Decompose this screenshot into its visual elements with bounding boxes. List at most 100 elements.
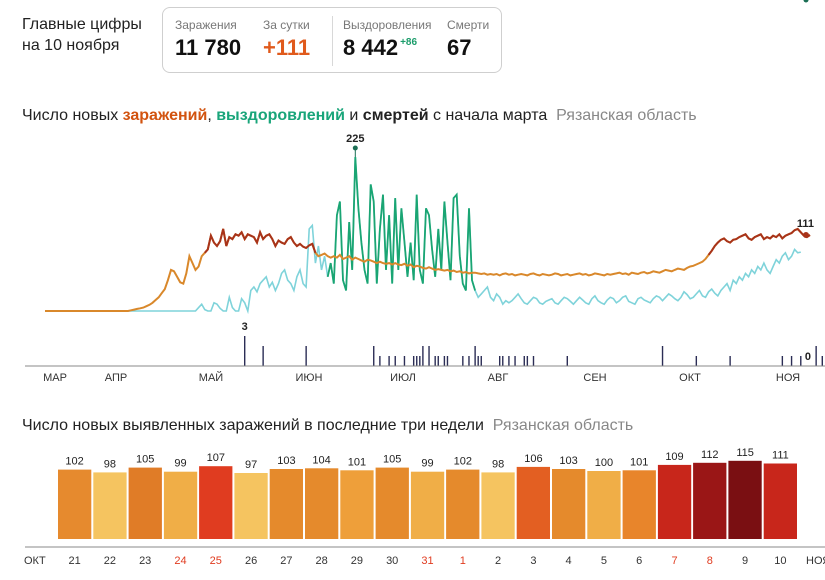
chart1-region: Рязанская область — [556, 107, 697, 124]
bar-value-label: 102 — [454, 456, 472, 468]
day-tick-label: 2 — [495, 555, 501, 567]
bar — [305, 468, 339, 539]
last-infections-dot — [803, 232, 809, 239]
bar — [199, 466, 233, 539]
month-left-label: ОКТ — [24, 555, 46, 567]
bar-value-label: 98 — [492, 458, 504, 470]
last-infections-label: 111 — [797, 218, 814, 230]
bar — [340, 470, 374, 539]
stat-infections: Заражения 11 780 — [175, 18, 241, 61]
month-right-label: НОЯ — [806, 555, 825, 567]
chart1-title-deaths: смертей — [362, 107, 429, 124]
infections-high-line-1 — [707, 227, 811, 256]
peak-marker-dot — [352, 145, 358, 151]
bar — [446, 469, 480, 539]
day-tick-label: 8 — [707, 555, 713, 567]
chart1-title-infections: заражений — [122, 107, 208, 124]
month-tick-label: НОЯ — [776, 372, 800, 384]
month-tick-label: ИЮН — [296, 372, 323, 384]
bar — [516, 466, 550, 539]
bar-value-label: 97 — [245, 459, 257, 471]
timeline-chart: 225 111 86 3 0 МАР АПР МАЙ ИЮН ИЮЛ АВГ СЕН ОКТ НОЯ — [25, 0, 825, 384]
bar-value-label: 106 — [524, 453, 542, 465]
bar-value-label: 99 — [174, 458, 186, 470]
day-tick-label: 3 — [530, 555, 536, 567]
header-title-line2: на 10 ноября — [22, 37, 120, 54]
day-tick-label: 31 — [421, 555, 433, 567]
chart2-title-text: Число новых выявленных заражений в после… — [22, 417, 484, 434]
infections-value: 11 780 — [175, 35, 242, 60]
chart2-title: Число новых выявленных заражений в после… — [22, 417, 633, 435]
stats-divider — [332, 16, 333, 66]
deaths-value: 67 — [447, 35, 472, 60]
recoveries-peak-line — [326, 156, 476, 291]
day-tick-label: 7 — [671, 555, 677, 567]
day-tick-label: 25 — [210, 555, 222, 567]
month-tick-label: ОКТ — [679, 372, 701, 384]
max-deaths-label: 3 — [242, 321, 248, 333]
recoveries-value-row: 8 442 +86 — [343, 35, 432, 61]
bar-value-label: 112 — [701, 449, 719, 461]
bar — [763, 463, 797, 539]
chart1-title-and: и — [344, 107, 363, 124]
infections-line — [45, 227, 811, 312]
last-deaths-label: 0 — [805, 351, 811, 363]
chart1-title-comma: , — [207, 107, 217, 124]
bar — [587, 471, 621, 539]
bar — [269, 469, 303, 539]
day-tick-label: 24 — [174, 555, 186, 567]
day-value: +111 — [263, 35, 311, 60]
day-tick-label: 22 — [104, 555, 116, 567]
day-tick-label: 6 — [636, 555, 642, 567]
day-tick-label: 10 — [774, 555, 786, 567]
recoveries-value: 8 442 — [343, 35, 399, 60]
bar — [657, 464, 692, 539]
bar — [481, 472, 515, 539]
bar-value-label: 111 — [772, 450, 789, 462]
bar — [163, 471, 198, 539]
month-tick-label: АПР — [105, 372, 127, 384]
day-tick-label: 9 — [742, 555, 748, 567]
bar-value-label: 109 — [665, 451, 683, 463]
day-tick-label: 5 — [601, 555, 607, 567]
bar-value-label: 107 — [207, 452, 225, 464]
chart1-title-part1: Число новых — [22, 107, 123, 124]
bar-value-label: 101 — [630, 456, 648, 468]
day-tick-label: 29 — [351, 555, 363, 567]
header-title-line1: Главные цифры — [22, 16, 142, 33]
infections-high-line-0 — [204, 228, 317, 254]
month-tick-label: МАЙ — [199, 371, 223, 384]
month-tick-label: МАР — [43, 372, 67, 384]
bar-value-label: 103 — [277, 455, 295, 467]
day-tick-label: 26 — [245, 555, 257, 567]
day-tick-label: 4 — [566, 555, 572, 567]
bar — [552, 469, 586, 539]
month-tick-label: СЕН — [583, 372, 606, 384]
bar — [93, 472, 127, 539]
bar — [693, 462, 727, 539]
bar-value-label: 115 — [736, 447, 754, 459]
deaths-label: Смерти — [447, 18, 490, 32]
stat-day: За сутки +111 — [263, 18, 310, 61]
bar — [410, 471, 445, 539]
recoveries-label: Выздоровления — [343, 18, 432, 32]
bar-value-label: 105 — [136, 454, 154, 466]
bar-value-label: 99 — [421, 458, 433, 470]
bar — [375, 467, 409, 539]
infections-label: Заражения — [175, 18, 237, 32]
bar — [622, 470, 656, 539]
day-tick-label: 23 — [139, 555, 151, 567]
month-tick-label: ИЮЛ — [390, 372, 416, 384]
bar-value-label: 100 — [595, 457, 613, 469]
bar-value-label: 98 — [104, 458, 116, 470]
bar-value-label: 105 — [383, 454, 401, 466]
day-tick-label: 1 — [460, 555, 466, 567]
day-tick-label: 30 — [386, 555, 398, 567]
bar — [234, 473, 268, 539]
day-label: За сутки — [263, 18, 310, 32]
peak-recoveries-label: 225 — [346, 133, 364, 145]
bar-value-label: 104 — [312, 454, 330, 466]
stat-recoveries: Выздоровления 8 442 +86 — [343, 18, 432, 61]
chart1-title: Число новых заражений, выздоровлений и с… — [22, 107, 697, 125]
stats-panel: Заражения 11 780 За сутки +111 Выздоровл… — [162, 7, 502, 73]
